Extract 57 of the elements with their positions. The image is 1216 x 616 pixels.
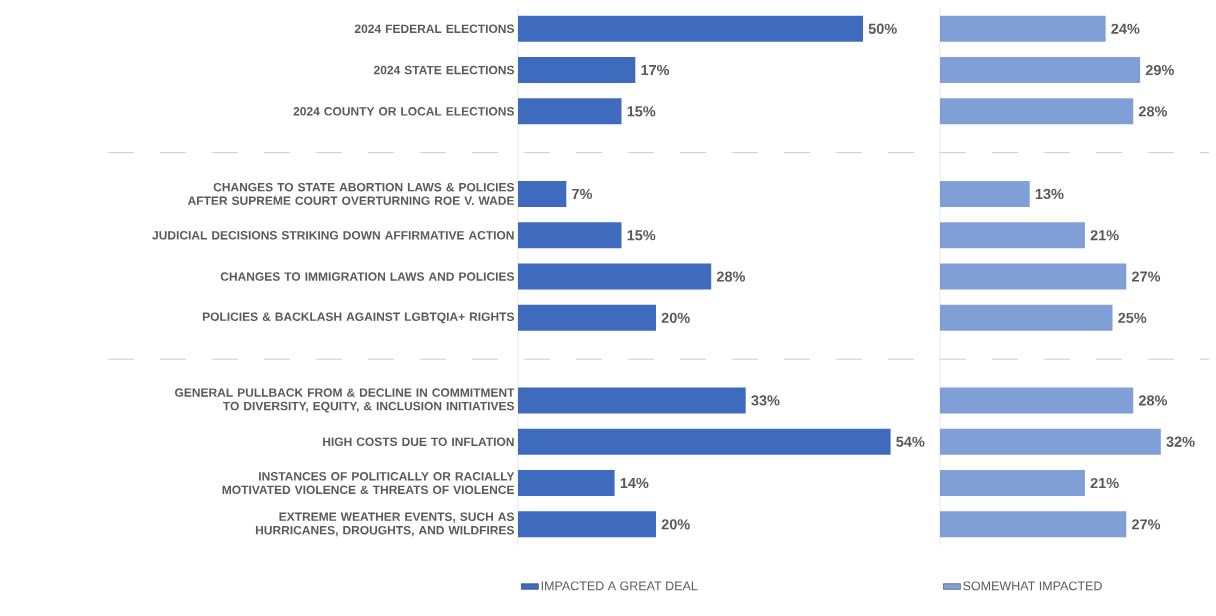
y-tick-label: 2024 STATE ELECTIONS [373, 65, 514, 75]
data-label: 14% [620, 477, 649, 489]
data-label: 25% [1118, 312, 1147, 323]
data-label: 24% [1111, 23, 1140, 34]
bar [940, 222, 1085, 249]
bar [940, 180, 1030, 207]
bar [940, 98, 1134, 125]
bar [940, 387, 1134, 414]
y-tick-label: INSTANCES OF POLITICALLY OR RACIALLY MOTIVATED VIOLENCE & THREATS OF VIOLENCE [222, 472, 515, 495]
bar [940, 511, 1127, 538]
bar [518, 304, 656, 331]
bar [940, 304, 1113, 331]
data-label: 20% [661, 519, 690, 530]
data-label: 27% [1132, 271, 1161, 282]
bar [518, 222, 622, 249]
bar [518, 98, 622, 125]
data-label: 28% [716, 271, 746, 282]
data-label: 27% [1132, 519, 1161, 530]
y-tick-label: POLICIES & BACKLASH AGAINST LGBTQIA+ RIGHTS [202, 312, 514, 324]
data-label: 28% [1138, 395, 1168, 406]
data-label: 13% [1035, 188, 1064, 200]
data-label: 15% [627, 106, 656, 117]
y-tick-label: GENERAL PULLBACK FROM & DECLINE IN COMMITMENT TO DIVERSITY, EQUITY, & INCLUSION INITIATIVES [175, 388, 515, 413]
data-label: 54% [896, 436, 925, 447]
y-tick-label: HIGH COSTS DUE TO INFLATION [323, 437, 514, 447]
bar [518, 180, 567, 207]
data-label: 21% [1090, 230, 1119, 241]
data-label: 29% [1145, 64, 1174, 76]
bar [940, 57, 1141, 84]
data-label: 20% [661, 312, 690, 323]
data-label: 32% [1166, 436, 1195, 447]
data-label: 33% [751, 395, 780, 406]
bar [518, 470, 615, 497]
y-tick-label: EXTREME WEATHER EVENTS, SUCH AS HURRICANES, DROUGHTS, AND WILDFIRES [255, 512, 514, 537]
y-tick-label: 2024 COUNTY OR LOCAL ELECTIONS [293, 107, 514, 116]
legend-label: SOMEWHAT IMPACTED [963, 581, 1102, 591]
bar [518, 387, 746, 414]
y-tick-label: 2024 FEDERAL ELECTIONS [354, 24, 514, 34]
bar [940, 263, 1127, 290]
legend-label: IMPACTED A GREAT DEAL [541, 581, 698, 591]
y-tick-label: CHANGES TO IMMIGRATION LAWS AND POLICIES [220, 272, 515, 281]
data-label: 28% [1138, 106, 1168, 117]
data-label: 50% [868, 23, 897, 34]
bar [518, 57, 636, 84]
y-tick-label: CHANGES TO STATE ABORTION LAWS & POLICIES AFTER SUPREME COURT OVERTURNING ROE V. WADE [187, 182, 515, 205]
bar [518, 15, 863, 42]
bar [518, 263, 712, 290]
bar [518, 511, 656, 538]
data-label: 17% [641, 64, 670, 76]
bar [940, 428, 1161, 455]
y-tick-label: JUDICIAL DECISIONS STRIKING DOWN AFFIRMATIVE ACTION [152, 231, 514, 240]
data-label: 15% [627, 230, 656, 241]
bar [940, 15, 1106, 42]
data-label: 7% [572, 188, 593, 200]
bar [940, 470, 1085, 497]
data-label: 21% [1090, 477, 1119, 489]
bar [518, 428, 891, 455]
